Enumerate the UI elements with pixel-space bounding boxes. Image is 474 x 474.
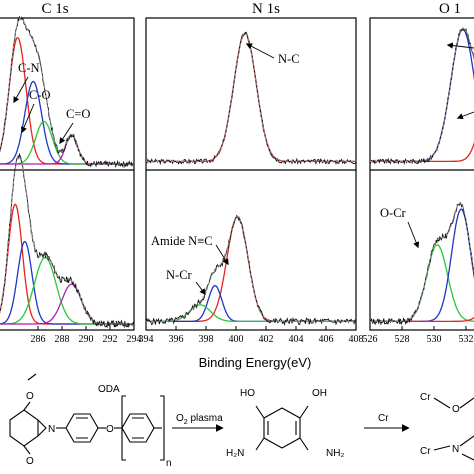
o1s-bottom-peak-red — [370, 316, 474, 323]
panel-frame-1 — [145, 17, 357, 331]
tick-label-1-4: 402 — [259, 334, 274, 345]
complex-cr-bottom: Cr — [420, 446, 431, 457]
tick-label-1-1: 396 — [169, 334, 184, 345]
complex-o: O — [452, 404, 460, 415]
complex-n: N — [452, 444, 459, 455]
panel-title-o1s: O 1 — [439, 1, 461, 17]
o1s-bottom-peak-o-cr — [370, 244, 474, 323]
imide-n: N — [48, 424, 55, 435]
label-c-n: C-N — [18, 61, 40, 75]
n1s-bottom-peak-green — [146, 304, 356, 323]
tick-label-1-6: 406 — [319, 334, 334, 345]
xps-curves — [0, 16, 474, 329]
amide-nh2: NH₂ — [326, 448, 344, 459]
o1s-bottom-fit — [370, 202, 474, 322]
cr-arrow-label: Cr — [378, 413, 389, 424]
tick-label-2-1: 528 — [395, 334, 410, 345]
oda-label: ODA — [98, 384, 120, 395]
o1s-top-fit — [370, 27, 474, 162]
c1s-bottom-raw — [0, 152, 135, 329]
panel-frames — [0, 17, 474, 331]
label-c-eq-o: C=O — [66, 107, 90, 121]
tick-label-0-2: 290 — [79, 334, 94, 345]
o1s-bottom-peak-blue — [370, 208, 474, 323]
tick-label-0-4: 294 — [127, 334, 142, 345]
tick-label-0-1: 288 — [55, 334, 70, 345]
annotations: C-N C-O C=O N-C Amide N≡C N-Cr O-Cr — [13, 42, 474, 296]
tick-label-1-3: 400 — [229, 334, 244, 345]
tick-label-2-2: 530 — [427, 334, 442, 345]
reaction-scheme: ODA N O O O n O2 plasma HO — [9, 373, 474, 469]
panel-title-n1s: N 1s — [252, 1, 280, 17]
panel-frame-2 — [369, 17, 474, 331]
tick-label-1-5: 404 — [289, 334, 304, 345]
panel-frame-0 — [0, 17, 135, 331]
c1s-top-peak-c-n — [0, 80, 134, 165]
c1s-bottom-peak-green — [0, 256, 134, 325]
repeat-n: n — [166, 458, 172, 469]
n1s-bottom-raw — [145, 214, 357, 327]
label-n-c: N-C — [278, 52, 300, 66]
imide-o-top: O — [26, 391, 34, 402]
o1s-bottom-raw — [369, 201, 474, 326]
c1s-bottom-peak-purple — [0, 283, 134, 325]
amide-h2n: H₂N — [226, 448, 244, 459]
n1s-top-fit — [146, 32, 356, 162]
o1s-top-peak-red — [370, 141, 474, 163]
tick-label-1-0: 394 — [139, 334, 154, 345]
c1s-bottom-fit — [0, 156, 134, 325]
n1s-bottom-fit — [146, 215, 356, 322]
tick-label-1-2: 398 — [199, 334, 214, 345]
acid-oh: OH — [312, 388, 327, 399]
c1s-bottom-peak-blue — [0, 240, 134, 325]
c1s-top-fit — [0, 17, 134, 165]
tick-label-0-3: 292 — [103, 334, 118, 345]
tick-label-2-3: 532 — [459, 334, 474, 345]
tick-label-1-7: 408 — [349, 334, 364, 345]
imide-o-bottom: O — [26, 456, 34, 467]
complex-cr-top: Cr — [420, 392, 431, 403]
o1s-top-peak-blue — [370, 28, 474, 163]
tick-label-2-0: 526 — [363, 334, 378, 345]
x-axis-label: Binding Energy(eV) — [199, 355, 312, 370]
ether-o: O — [106, 424, 114, 435]
n1s-top-peak-n-c — [146, 32, 356, 163]
n1s-bottom-peak-n-cr — [146, 284, 356, 323]
acid-ho: HO — [240, 388, 255, 399]
o1s-top-raw — [369, 27, 474, 166]
label-amide-n-c: Amide N≡C — [151, 234, 213, 248]
c1s-bottom-peak-red — [0, 203, 134, 325]
label-n-cr: N-Cr — [166, 268, 193, 282]
label-c-o: C-O — [29, 88, 51, 102]
plasma-label: O2 plasma — [176, 413, 223, 426]
n1s-top-raw — [145, 31, 357, 166]
c1s-top-peak-red — [0, 36, 134, 165]
tick-label-0-0: 286 — [31, 334, 46, 345]
panel-title-c1s: C 1s — [41, 1, 68, 17]
label-o-cr: O-Cr — [380, 206, 407, 220]
